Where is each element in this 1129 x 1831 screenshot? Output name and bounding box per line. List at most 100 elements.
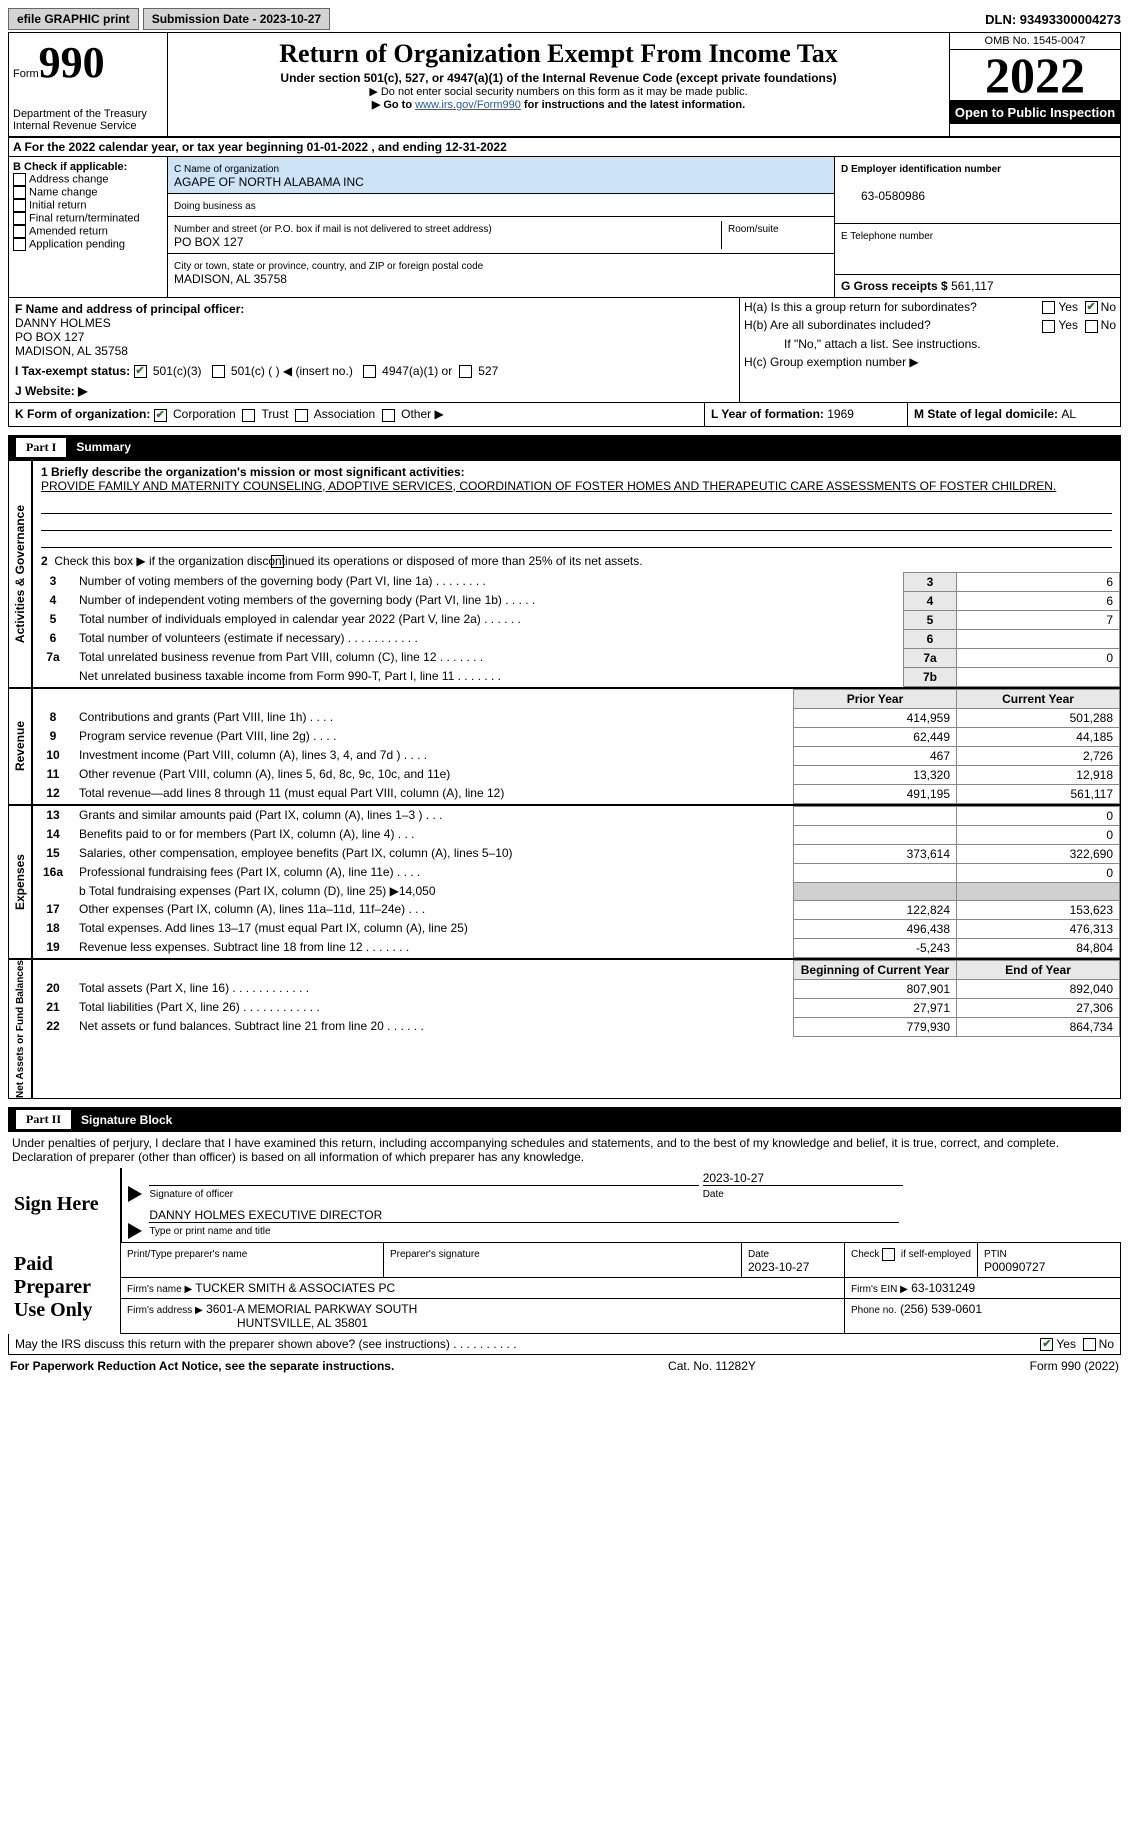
k-trust[interactable] — [242, 409, 255, 422]
hb-yes[interactable] — [1042, 320, 1055, 333]
room-label: Room/suite — [728, 224, 779, 235]
form-note1: ▶ Do not enter social security numbers o… — [172, 85, 945, 98]
check-501c3[interactable] — [134, 365, 147, 378]
side-expenses: Expenses — [9, 806, 33, 958]
dba-label: Doing business as — [174, 201, 256, 212]
hb-no[interactable] — [1085, 320, 1098, 333]
firm-addr2: HUNTSVILLE, AL 35801 — [237, 1316, 368, 1330]
check-4947[interactable] — [363, 365, 376, 378]
part1-header: Part ISummary — [8, 435, 1121, 460]
sig-date: 2023-10-27 — [703, 1171, 764, 1185]
form-note2: ▶ Go to www.irs.gov/Form990 for instruct… — [172, 98, 945, 111]
check-address[interactable] — [13, 173, 26, 186]
k-other[interactable] — [382, 409, 395, 422]
officer-name: DANNY HOLMES EXECUTIVE DIRECTOR — [149, 1208, 382, 1222]
org-name: AGAPE OF NORTH ALABAMA INC — [174, 175, 364, 189]
hb-note: If "No," attach a list. See instructions… — [784, 337, 981, 351]
check-pending[interactable] — [13, 238, 26, 251]
ptin-val: P00090727 — [984, 1260, 1045, 1274]
side-activities: Activities & Governance — [9, 461, 33, 687]
street-label: Number and street (or P.O. box if mail i… — [174, 224, 492, 235]
k-assoc[interactable] — [295, 409, 308, 422]
k-corp[interactable] — [154, 409, 167, 422]
self-emp-check[interactable] — [882, 1248, 895, 1261]
g-label: G Gross receipts $ — [841, 279, 948, 293]
top-bar: efile GRAPHIC print Submission Date - 20… — [8, 8, 1121, 30]
col-h: H(a) Is this a group return for subordin… — [740, 298, 1120, 402]
row-i: I Tax-exempt status: 501(c)(3) 501(c) ( … — [15, 364, 733, 378]
discuss-yes[interactable] — [1040, 1338, 1053, 1351]
mission-text: PROVIDE FAMILY AND MATERNITY COUNSELING,… — [41, 479, 1056, 493]
public-inspection: Open to Public Inspection — [950, 101, 1120, 124]
form-number: Form990 — [13, 37, 163, 88]
rev-table: Prior YearCurrent Year8Contributions and… — [33, 689, 1120, 804]
discuss-no[interactable] — [1083, 1338, 1096, 1351]
subdate-button[interactable]: Submission Date - 2023-10-27 — [143, 8, 330, 30]
part2-header: Part IISignature Block — [8, 1107, 1121, 1132]
check-527[interactable] — [459, 365, 472, 378]
c-name-label: C Name of organization — [174, 164, 279, 175]
discuss-row: May the IRS discuss this return with the… — [8, 1334, 1121, 1355]
col-b: B Check if applicable: Address change Na… — [9, 157, 168, 297]
exp-table: 13Grants and similar amounts paid (Part … — [33, 806, 1120, 958]
sig-intro: Under penalties of perjury, I declare th… — [8, 1132, 1121, 1168]
firm-addr1: 3601-A MEMORIAL PARKWAY SOUTH — [206, 1302, 417, 1316]
irs-link[interactable]: www.irs.gov/Form990 — [415, 99, 521, 111]
efile-button[interactable]: efile GRAPHIC print — [8, 8, 139, 30]
firm-phone: (256) 539-0601 — [900, 1302, 982, 1316]
dln-label: DLN: 93493300004273 — [985, 12, 1121, 27]
hb-label: H(b) Are all subordinates included? — [744, 318, 984, 332]
check-amended[interactable] — [13, 225, 26, 238]
f-street: PO BOX 127 — [15, 330, 84, 344]
check-final[interactable] — [13, 212, 26, 225]
section-bcdeg: B Check if applicable: Address change Na… — [8, 157, 1121, 298]
f-city: MADISON, AL 35758 — [15, 344, 128, 358]
part1-body: Activities & Governance 1 Briefly descri… — [8, 460, 1121, 1099]
line1-label: 1 Briefly describe the organization's mi… — [41, 465, 465, 479]
check-501c[interactable] — [212, 365, 225, 378]
date-label: Date — [703, 1189, 724, 1200]
ag-table: 3Number of voting members of the governi… — [33, 572, 1120, 687]
m-val: AL — [1061, 407, 1076, 421]
form-header: Form990 Department of the Treasury Inter… — [8, 32, 1121, 138]
side-netassets: Net Assets or Fund Balances — [9, 960, 33, 1098]
street-val: PO BOX 127 — [174, 235, 243, 249]
firm-name: TUCKER SMITH & ASSOCIATES PC — [195, 1281, 395, 1295]
form-subtitle: Under section 501(c), 527, or 4947(a)(1)… — [172, 71, 945, 85]
paid-label: Paid Preparer Use Only — [8, 1242, 121, 1333]
row-klm: K Form of organization: Corporation Trus… — [8, 403, 1121, 426]
g-val: 561,117 — [951, 279, 994, 293]
tax-year: 2022 — [950, 50, 1120, 101]
irs-label: Internal Revenue Service — [13, 120, 163, 132]
row-a: A For the 2022 calendar year, or tax yea… — [8, 138, 1121, 157]
arrow-icon — [128, 1186, 142, 1202]
form-title: Return of Organization Exempt From Incom… — [172, 39, 945, 69]
na-table: Beginning of Current YearEnd of Year20To… — [33, 960, 1120, 1037]
dept-label: Department of the Treasury — [13, 108, 163, 120]
check-initial[interactable] — [13, 199, 26, 212]
firm-ein: 63-1031249 — [911, 1281, 975, 1295]
ha-label: H(a) Is this a group return for subordin… — [744, 300, 984, 314]
f-label: F Name and address of principal officer: — [15, 302, 244, 316]
side-revenue: Revenue — [9, 689, 33, 804]
section-fh: F Name and address of principal officer:… — [8, 298, 1121, 403]
paid-preparer-block: Paid Preparer Use Only Print/Type prepar… — [8, 1242, 1121, 1334]
col-c: C Name of organization AGAPE OF NORTH AL… — [168, 157, 835, 297]
b-label: B Check if applicable: — [13, 161, 127, 173]
city-val: MADISON, AL 35758 — [174, 272, 287, 286]
sign-here-block: Sign Here Signature of officer 2023-10-2… — [8, 1168, 1121, 1242]
ha-yes[interactable] — [1042, 301, 1055, 314]
line2: 2 Check this box ▶ if the organization d… — [33, 550, 1120, 572]
sig-officer-label: Signature of officer — [149, 1189, 233, 1200]
line2-check[interactable] — [271, 555, 284, 568]
d-label: D Employer identification number — [841, 164, 1001, 175]
row-j: J Website: ▶ — [15, 384, 733, 398]
e-label: E Telephone number — [841, 231, 933, 242]
page-footer: For Paperwork Reduction Act Notice, see … — [8, 1355, 1121, 1377]
sign-here-label: Sign Here — [8, 1168, 121, 1242]
officer-name-label: Type or print name and title — [149, 1226, 270, 1237]
l-val: 1969 — [827, 407, 854, 421]
ha-no[interactable] — [1085, 301, 1098, 314]
check-name[interactable] — [13, 186, 26, 199]
city-label: City or town, state or province, country… — [174, 261, 483, 272]
